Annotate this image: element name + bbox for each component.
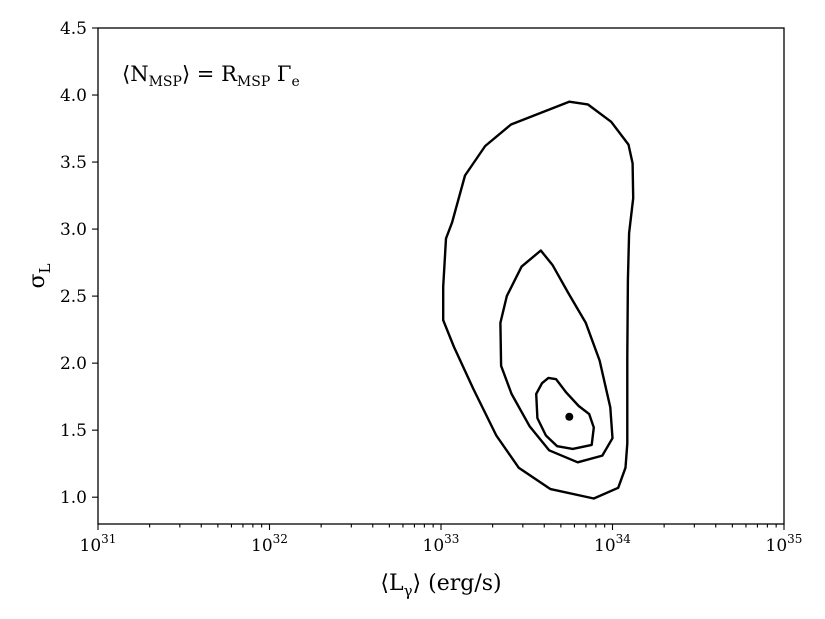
y-tick-label: 1.0 [60,488,87,508]
y-tick-label: 3.0 [60,220,87,240]
contour-inner [535,376,595,451]
x-tick-label: 1034 [594,532,631,556]
plot-frame [97,27,785,525]
best-fit-point [565,412,574,421]
contour-outer [442,100,635,500]
contour-middle [499,249,614,464]
x-tick-label: 1033 [423,532,460,556]
plot-area: 1031 1032 1033 1034 1035 1.0 1.5 2.0 2.5 3.0 3.5 4.… [60,19,803,556]
y-tick-label: 4.5 [60,19,87,39]
x-tick-label: 1031 [80,532,117,556]
y-axis-title: σL [25,263,54,288]
y-tick-label: 2.5 [60,287,87,307]
ticks-layer: 1031 1032 1033 1034 1035 1.0 1.5 2.0 2.5 3.0 3.5 4.… [60,19,803,556]
x-axis-title: ⟨Lγ⟩ (erg/s) [380,571,501,600]
y-tick-label: 2.0 [60,354,87,374]
x-tick-label: 1032 [251,532,288,556]
y-tick-label: 1.5 [60,421,87,441]
y-tick-label: 4.0 [60,86,87,106]
y-tick-label: 3.5 [60,153,87,173]
chart-annotation: ⟨NMSP⟩ = RMSP Γe [122,62,300,90]
contour-layer [442,100,635,500]
x-tick-label: 1035 [766,532,803,556]
